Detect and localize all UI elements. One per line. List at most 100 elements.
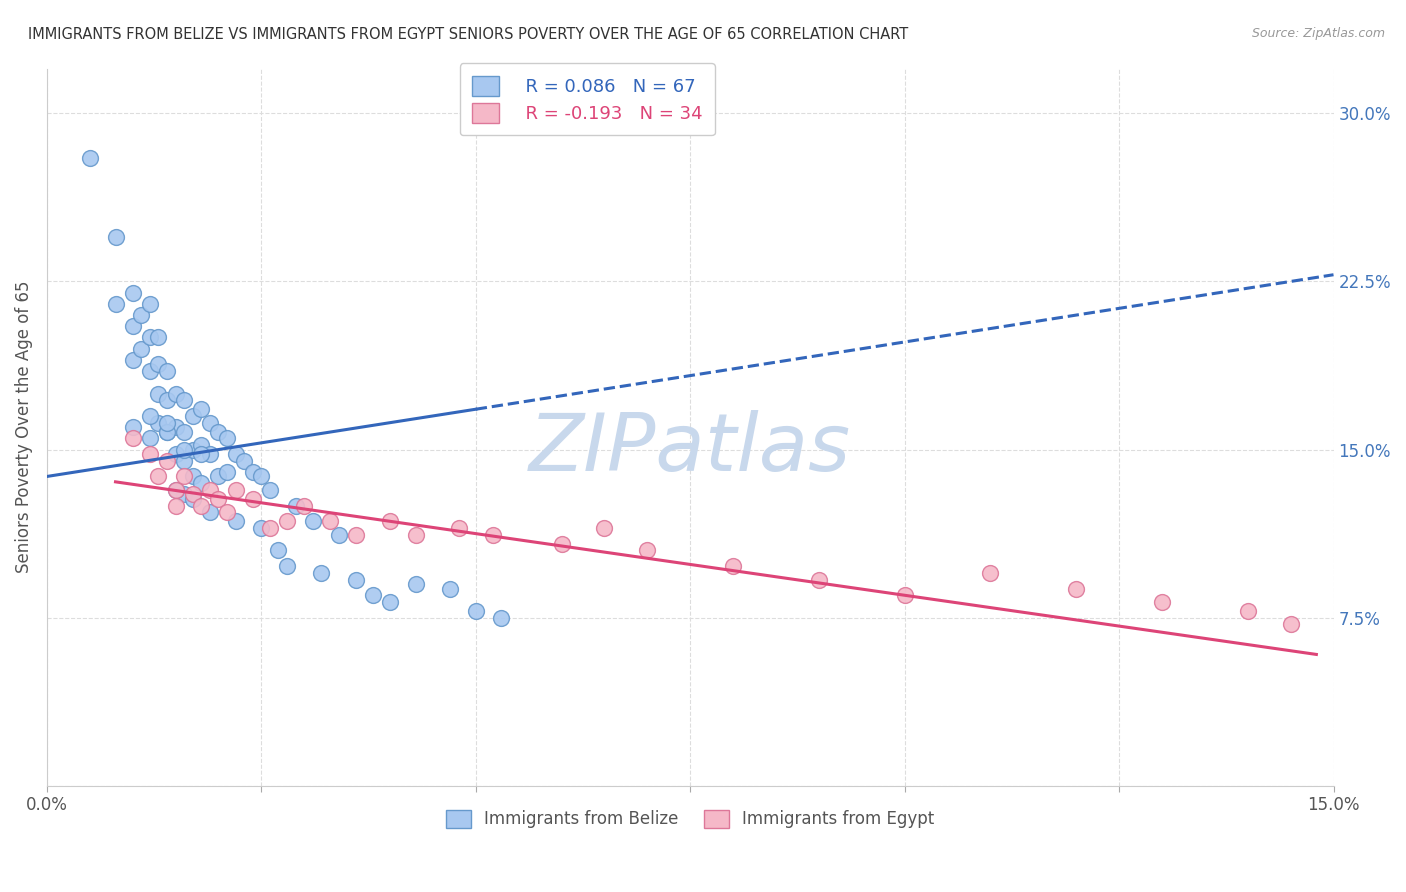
Point [447, 521, 470, 535]
Point [104, 297, 127, 311]
Point [233, 454, 256, 468]
Text: IMMIGRANTS FROM BELIZE VS IMMIGRANTS FROM EGYPT SENIORS POVERTY OVER THE AGE OF : IMMIGRANTS FROM BELIZE VS IMMIGRANTS FRO… [28, 27, 908, 42]
Point [173, 393, 195, 408]
Point [1150, 595, 1173, 609]
Point [1279, 617, 1302, 632]
Point [148, 469, 170, 483]
Point [181, 491, 204, 506]
Point [129, 308, 152, 322]
Point [225, 514, 247, 528]
Point [190, 476, 212, 491]
Point [284, 499, 307, 513]
Point [139, 297, 162, 311]
Point [276, 559, 298, 574]
Point [121, 431, 143, 445]
Point [215, 431, 238, 445]
Point [190, 499, 212, 513]
Point [156, 416, 179, 430]
Point [242, 465, 264, 479]
Point [344, 573, 367, 587]
Point [328, 527, 350, 541]
Point [593, 521, 616, 535]
Point [148, 358, 170, 372]
Point [250, 521, 273, 535]
Point [259, 483, 281, 497]
Point [405, 577, 427, 591]
Point [156, 425, 179, 439]
Point [491, 610, 513, 624]
Point [276, 514, 298, 528]
Point [979, 566, 1001, 580]
Point [173, 487, 195, 501]
Point [165, 483, 187, 497]
Point [121, 420, 143, 434]
Point [250, 469, 273, 483]
Point [79, 151, 101, 165]
Point [198, 416, 221, 430]
Y-axis label: Seniors Poverty Over the Age of 65: Seniors Poverty Over the Age of 65 [15, 281, 32, 574]
Point [165, 386, 187, 401]
Point [1236, 604, 1258, 618]
Point [1064, 582, 1087, 596]
Point [165, 420, 187, 434]
Point [198, 447, 221, 461]
Point [121, 285, 143, 300]
Point [104, 229, 127, 244]
Point [482, 527, 505, 541]
Point [225, 483, 247, 497]
Point [190, 447, 212, 461]
Point [165, 499, 187, 513]
Point [807, 573, 830, 587]
Point [198, 505, 221, 519]
Point [173, 469, 195, 483]
Point [464, 604, 486, 618]
Point [156, 364, 179, 378]
Point [156, 393, 179, 408]
Point [121, 352, 143, 367]
Point [156, 454, 179, 468]
Point [361, 588, 384, 602]
Point [378, 595, 401, 609]
Point [181, 442, 204, 457]
Point [148, 330, 170, 344]
Point [198, 483, 221, 497]
Point [139, 364, 162, 378]
Point [181, 409, 204, 423]
Point [242, 491, 264, 506]
Point [319, 514, 342, 528]
Point [259, 521, 281, 535]
Point [165, 483, 187, 497]
Point [225, 447, 247, 461]
Point [129, 342, 152, 356]
Point [721, 559, 744, 574]
Point [636, 543, 658, 558]
Point [207, 425, 229, 439]
Point [148, 386, 170, 401]
Point [378, 514, 401, 528]
Point [139, 447, 162, 461]
Point [215, 505, 238, 519]
Point [139, 330, 162, 344]
Text: Source: ZipAtlas.com: Source: ZipAtlas.com [1251, 27, 1385, 40]
Point [267, 543, 290, 558]
Point [148, 416, 170, 430]
Legend: Immigrants from Belize, Immigrants from Egypt: Immigrants from Belize, Immigrants from … [440, 803, 941, 835]
Point [207, 469, 229, 483]
Point [173, 454, 195, 468]
Point [139, 409, 162, 423]
Point [190, 402, 212, 417]
Point [173, 425, 195, 439]
Point [344, 527, 367, 541]
Point [311, 566, 333, 580]
Point [181, 487, 204, 501]
Point [215, 465, 238, 479]
Point [156, 425, 179, 439]
Point [207, 491, 229, 506]
Point [190, 438, 212, 452]
Point [550, 537, 572, 551]
Point [893, 588, 915, 602]
Point [139, 431, 162, 445]
Point [439, 582, 461, 596]
Text: ZIPatlas: ZIPatlas [529, 409, 851, 488]
Point [405, 527, 427, 541]
